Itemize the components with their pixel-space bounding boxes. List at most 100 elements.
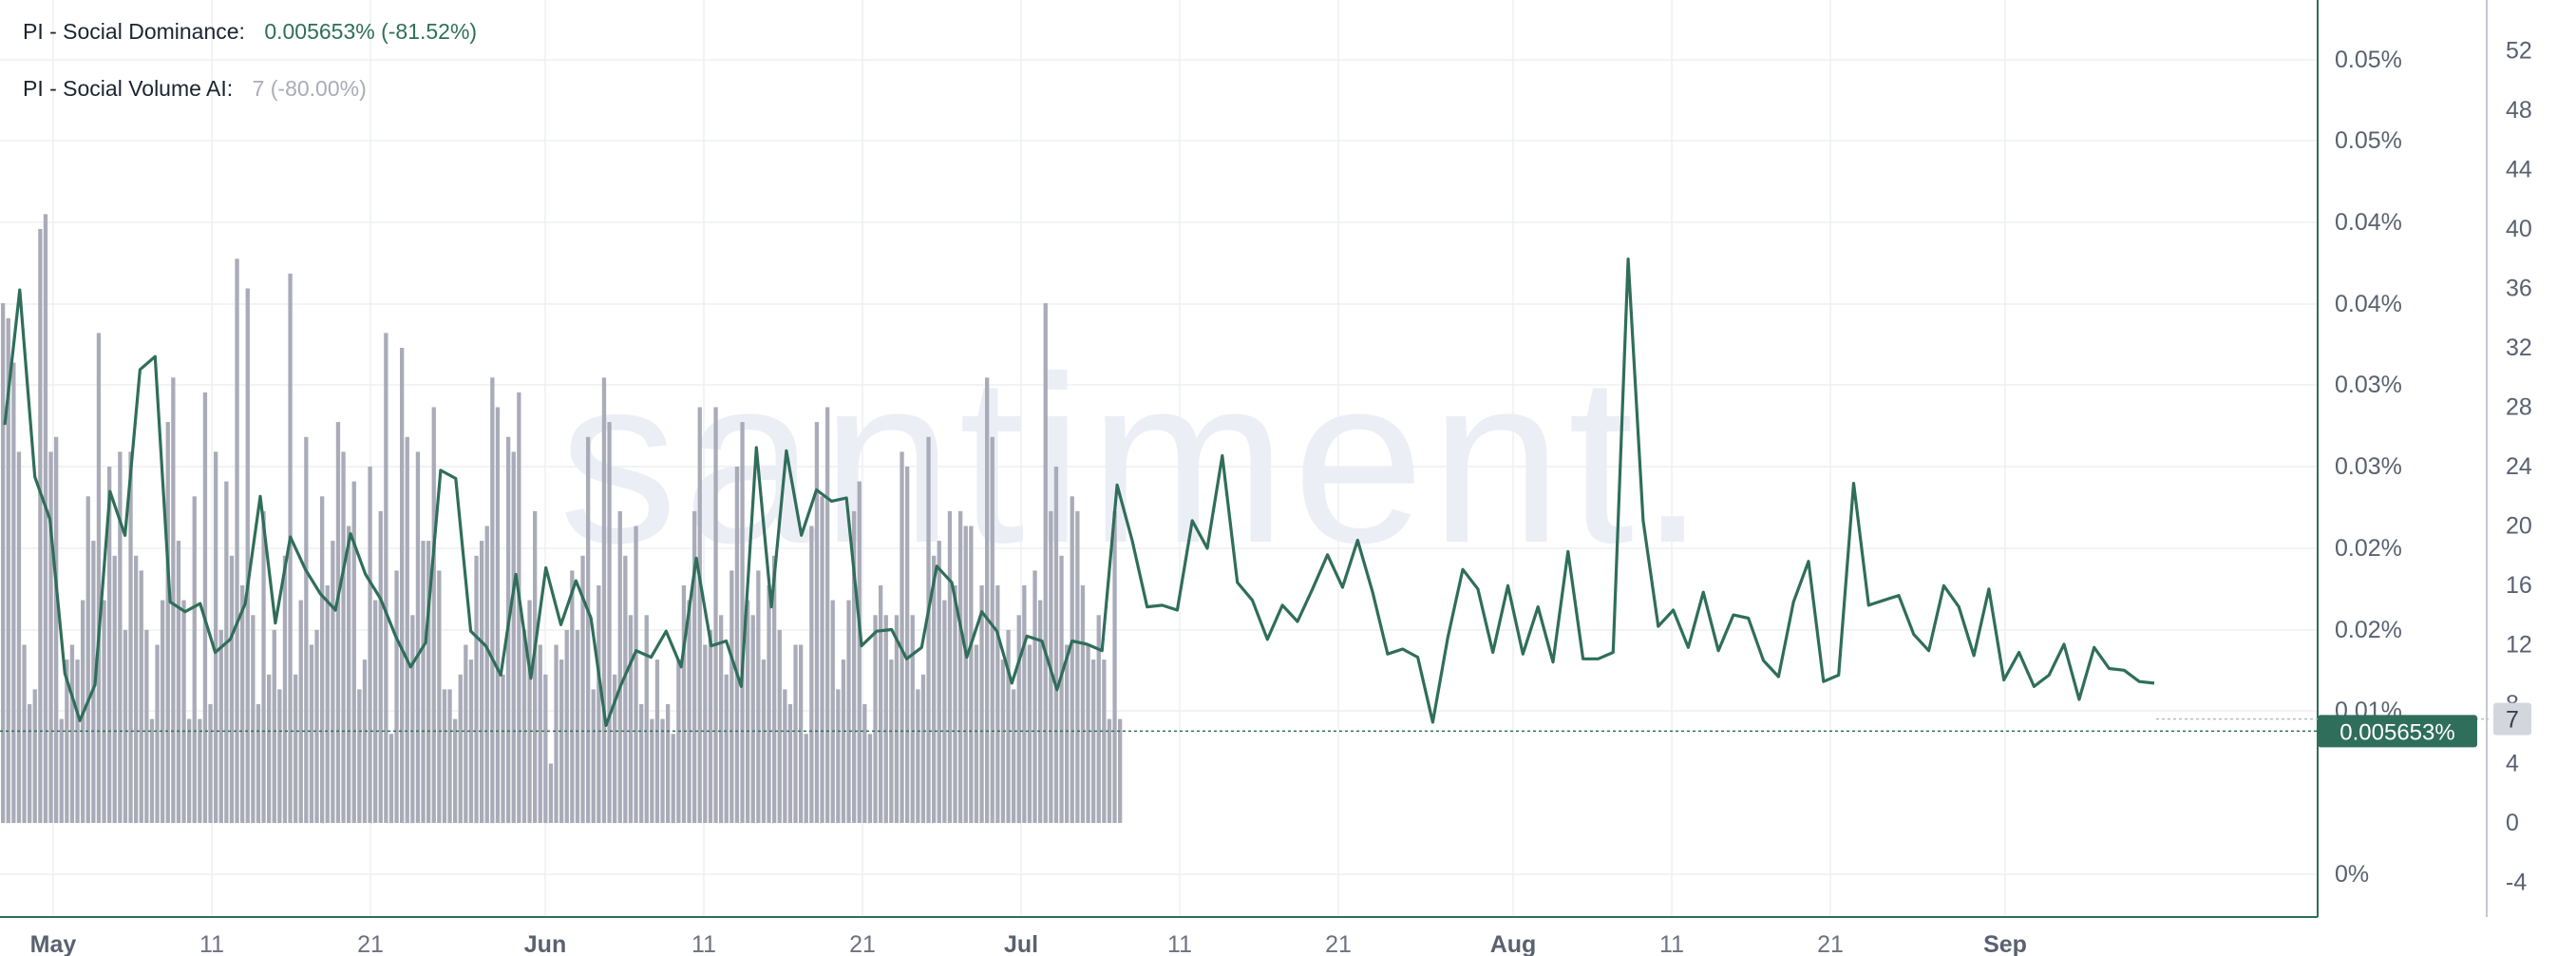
volume-bar — [654, 660, 660, 823]
volume-bar — [543, 674, 548, 824]
volume-bar — [570, 570, 575, 823]
volume-bar — [841, 660, 846, 823]
y-tick-label-volume: 24 — [2506, 453, 2532, 480]
volume-bar — [836, 689, 841, 823]
volume-bar — [421, 541, 426, 823]
volume-bar — [1027, 644, 1032, 823]
volume-bar — [128, 451, 133, 823]
volume-bar — [256, 704, 261, 823]
volume-bar — [613, 674, 617, 824]
x-tick-label: 21 — [1325, 931, 1352, 956]
volume-bar — [809, 526, 814, 823]
volume-bar — [814, 422, 820, 823]
volume-bar — [362, 660, 368, 823]
volume-bar — [214, 451, 218, 823]
y-tick-label-dominance: 0% — [2335, 861, 2369, 888]
y-tick-label-volume: 32 — [2506, 335, 2532, 361]
volume-bar — [309, 644, 314, 823]
dominance-current-badge — [2318, 715, 2477, 748]
dominance-line — [3, 258, 2155, 728]
volume-bar — [920, 674, 926, 824]
volume-bar — [681, 585, 687, 823]
volume-bar — [144, 629, 149, 823]
volume-bar — [468, 660, 474, 823]
volume-bar — [118, 451, 123, 823]
volume-bar — [889, 660, 894, 823]
volume-bars — [1, 214, 1123, 824]
volume-bar — [198, 718, 202, 823]
volume-bar — [410, 615, 415, 824]
volume-bar — [490, 377, 495, 824]
volume-bar — [597, 585, 601, 823]
volume-bar — [38, 229, 43, 823]
volume-bar — [458, 674, 463, 824]
volume-bar — [623, 555, 628, 824]
volume-bar — [139, 570, 143, 823]
volume-bar — [149, 718, 155, 823]
volume-bar — [484, 526, 489, 823]
volume-bar — [883, 615, 888, 824]
volume-bar — [480, 541, 484, 823]
volume-bar — [1012, 689, 1016, 823]
y-tick-label-dominance: 0.03% — [2335, 372, 2402, 398]
volume-bar — [69, 644, 75, 823]
volume-bar — [282, 555, 288, 824]
volume-bar — [548, 763, 554, 823]
volume-bar — [224, 481, 229, 823]
volume-bar — [335, 422, 341, 823]
volume-bar — [601, 377, 607, 824]
volume-bar — [357, 689, 362, 823]
volume-bar — [495, 407, 501, 823]
volume-bar — [734, 467, 740, 823]
volume-bar — [969, 526, 974, 823]
volume-bar — [288, 273, 293, 823]
x-tick-label: 11 — [1167, 931, 1192, 956]
volume-bar — [165, 422, 170, 823]
volume-bar — [937, 541, 941, 823]
volume-bar — [1107, 718, 1112, 823]
volume-bar — [373, 600, 378, 823]
volume-bar — [415, 451, 421, 823]
volume-bar — [580, 555, 585, 824]
legend-social-dominance[interactable]: PI - Social Dominance: 0.005653% (-81.52… — [23, 19, 477, 45]
volume-bar — [405, 436, 409, 824]
volume-bar — [761, 660, 767, 823]
volume-bar — [916, 689, 920, 823]
volume-bar — [527, 600, 532, 823]
volume-bar — [979, 585, 984, 823]
volume-bar — [1032, 570, 1037, 823]
volume-bar — [1070, 496, 1074, 824]
volume-bar — [708, 629, 713, 823]
volume-bar — [6, 317, 10, 824]
y-tick-label-volume: 48 — [2506, 97, 2532, 124]
volume-bar — [155, 644, 160, 823]
volume-bar — [267, 674, 272, 824]
volume-bar — [746, 600, 750, 823]
volume-bar — [586, 436, 591, 824]
volume-bar — [634, 526, 638, 823]
volume-bar — [650, 718, 654, 823]
volume-bar — [474, 555, 479, 824]
volume-bar — [187, 718, 192, 823]
volume-bar — [96, 333, 102, 823]
volume-bar — [91, 541, 96, 823]
legend-social-volume[interactable]: PI - Social Volume AI: 7 (-80.00%) — [23, 76, 367, 102]
volume-bar — [628, 615, 634, 824]
x-tick-label: 21 — [1817, 931, 1844, 956]
volume-bar — [1112, 510, 1117, 823]
volume-bar — [1053, 467, 1059, 823]
volume-bar — [554, 644, 559, 823]
volume-bar — [208, 704, 213, 823]
legend-social-dominance-label: PI - Social Dominance: — [23, 19, 245, 44]
volume-bar — [11, 362, 16, 823]
volume-bar — [533, 510, 538, 823]
volume-bar — [958, 510, 963, 823]
volume-bar — [464, 644, 468, 823]
volume-bar — [1, 303, 6, 824]
volume-bar — [867, 734, 873, 824]
y-tick-label-volume: 12 — [2506, 632, 2532, 659]
volume-bar — [607, 422, 612, 823]
y-tick-label-volume: 40 — [2506, 216, 2532, 242]
x-tick-label: 11 — [1659, 931, 1684, 956]
